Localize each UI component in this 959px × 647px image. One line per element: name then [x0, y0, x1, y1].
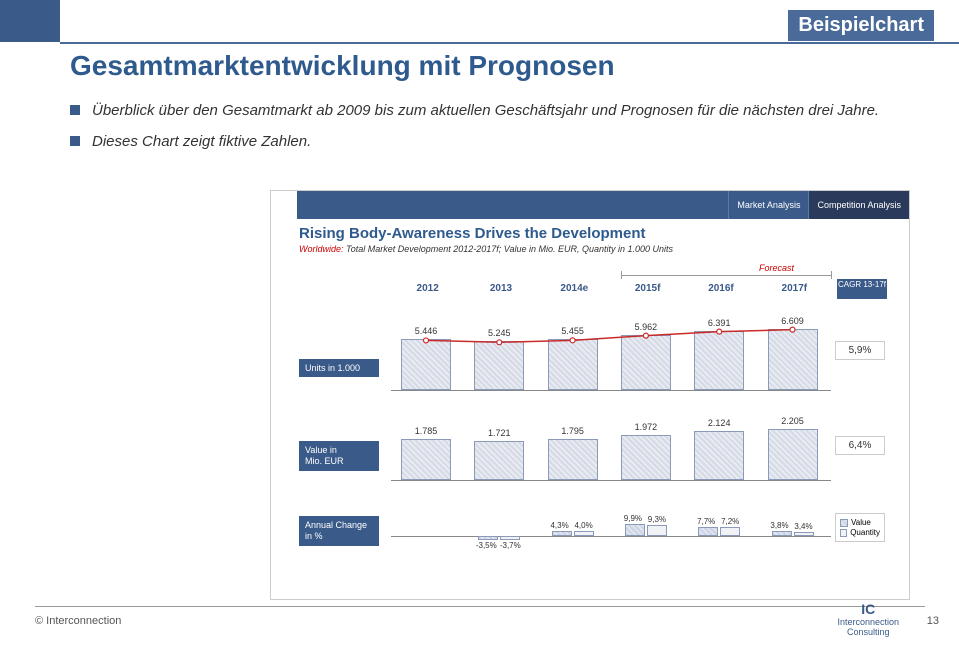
value-row-label: Value in Mio. EUR [299, 441, 379, 471]
header-photo-block [0, 0, 60, 42]
change-bar-quantity [794, 532, 814, 536]
change-bar-quantity [574, 531, 594, 536]
value-cagr: 6,4% [835, 436, 885, 455]
tab-market-analysis: Market Analysis [728, 191, 808, 219]
bar-slot: 2.124 [694, 431, 744, 480]
change-pair: 7,7%7,2% [694, 501, 744, 561]
change-label-2: in % [305, 531, 323, 541]
legend-swatch-value [840, 519, 848, 527]
change-bar-quantity [720, 527, 740, 536]
change-qty-label: 9,3% [645, 515, 669, 524]
bullet-list: Überblick über den Gesamtmarkt ab 2009 b… [70, 100, 890, 161]
change-value-label: 7,7% [694, 517, 718, 526]
bar: 2.124 [694, 431, 744, 480]
bar: 1.721 [474, 441, 524, 480]
change-label-1: Annual Change [305, 520, 367, 530]
bar-value-label: 1.972 [622, 422, 670, 432]
subtitle-region: Worldwide: [299, 244, 344, 254]
change-pair: -3,5%-3,7% [474, 501, 524, 561]
change-bar-value [625, 524, 645, 536]
change-qty-label: -3,7% [498, 541, 522, 550]
legend-qty-label: Quantity [850, 528, 880, 537]
bar-value-label: 1.721 [475, 428, 523, 438]
change-value-label: 9,9% [621, 514, 645, 523]
change-bar-quantity [647, 525, 667, 536]
chart-tabs: Market Analysis Competition Analysis [728, 191, 909, 219]
change-qty-label: 7,2% [718, 517, 742, 526]
legend-quantity: Quantity [840, 528, 880, 537]
change-bar-value [552, 531, 572, 536]
bar-slot: 1.785 [401, 439, 451, 480]
bullet-item: Überblick über den Gesamtmarkt ab 2009 b… [70, 100, 890, 123]
change-row-label: Annual Change in % [299, 516, 379, 546]
bar-slot: 1.721 [474, 441, 524, 480]
change-bar-value [478, 536, 498, 540]
bar-value-label: 2.124 [695, 418, 743, 428]
footer-page-number: 13 [927, 615, 939, 627]
cagr-header: CAGR 13-17f [837, 279, 887, 299]
change-value-label: 4,3% [548, 521, 572, 530]
chart-header: Market Analysis Competition Analysis [271, 191, 909, 219]
bar-value-label: 1.785 [402, 426, 450, 436]
logo-line1: Interconnection [837, 617, 899, 627]
bullet-text: Dieses Chart zeigt fiktive Zahlen. [92, 131, 311, 154]
bar-slot: 1.972 [621, 435, 671, 480]
change-legend: Value Quantity [835, 513, 885, 542]
bar-slot: 2.205 [768, 429, 818, 480]
change-chart: Annual Change in % -3,5%-3,7% 4,3%4,0% 9,9… [299, 501, 879, 561]
units-line-overlay [391, 291, 831, 391]
header-rule [60, 42, 959, 44]
value-chart: Value in Mio. EUR 1.785 1.721 1.795 1.972 2.… [299, 411, 879, 481]
logo-line2: Consulting [837, 627, 899, 637]
subtitle-rest: Total Market Development 2012-2017f; Val… [344, 244, 674, 254]
logo-ic: IC [837, 601, 899, 617]
change-value-label: -3,5% [474, 541, 498, 550]
tab-competition-analysis: Competition Analysis [808, 191, 909, 219]
bullet-text: Überblick über den Gesamtmarkt ab 2009 b… [92, 100, 879, 123]
bar: 1.972 [621, 435, 671, 480]
bar: 1.795 [548, 439, 598, 480]
forecast-bracket [621, 275, 831, 276]
change-qty-label: 3,4% [792, 522, 816, 531]
footer-rule [35, 606, 925, 607]
value-label-2: Mio. EUR [305, 456, 344, 466]
change-pair: 4,3%4,0% [548, 501, 598, 561]
bar: 1.785 [401, 439, 451, 480]
change-qty-label: 4,0% [572, 521, 596, 530]
value-label-1: Value in [305, 445, 337, 455]
units-cagr: 5,9% [835, 341, 885, 360]
change-value-label: 3,8% [768, 521, 792, 530]
bar-value-label: 1.795 [549, 426, 597, 436]
change-pair: 3,8%3,4% [768, 501, 818, 561]
bar-slot: 1.795 [548, 439, 598, 480]
bullet-marker-icon [70, 105, 80, 115]
legend-value: Value [840, 518, 880, 527]
value-bars: 1.785 1.721 1.795 1.972 2.124 2.205 [391, 411, 831, 481]
footer-logo: IC Interconnection Consulting [837, 601, 899, 637]
embedded-chart: Market Analysis Competition Analysis Ris… [270, 190, 910, 600]
legend-value-label: Value [851, 518, 871, 527]
change-bar-value [772, 531, 792, 536]
footer-copyright: © Interconnection [35, 615, 121, 627]
chart-subtitle: Worldwide: Total Market Development 2012… [299, 244, 909, 254]
change-bar-quantity [500, 536, 520, 540]
bullet-marker-icon [70, 136, 80, 146]
bar-value-label: 2.205 [769, 416, 817, 426]
legend-swatch-quantity [840, 529, 847, 537]
change-pair: 9,9%9,3% [621, 501, 671, 561]
page-title: Gesamtmarktentwicklung mit Prognosen [70, 50, 615, 82]
forecast-label: Forecast [759, 263, 794, 273]
change-baseline [391, 536, 831, 537]
bullet-item: Dieses Chart zeigt fiktive Zahlen. [70, 131, 890, 154]
change-bars: -3,5%-3,7% 4,3%4,0% 9,9%9,3% 7,7%7,2% 3,8%3,… [391, 501, 831, 561]
units-chart: Units in 1.000 5.4465.2455.4555.9626.391… [299, 311, 879, 391]
bar: 2.205 [768, 429, 818, 480]
example-badge: Beispielchart [788, 10, 934, 41]
units-row-label: Units in 1.000 [299, 359, 379, 377]
forecast-bracket-left [621, 271, 622, 279]
change-bar-value [698, 527, 718, 536]
chart-title: Rising Body-Awareness Drives the Develop… [299, 225, 909, 242]
forecast-bracket-right [831, 271, 832, 279]
